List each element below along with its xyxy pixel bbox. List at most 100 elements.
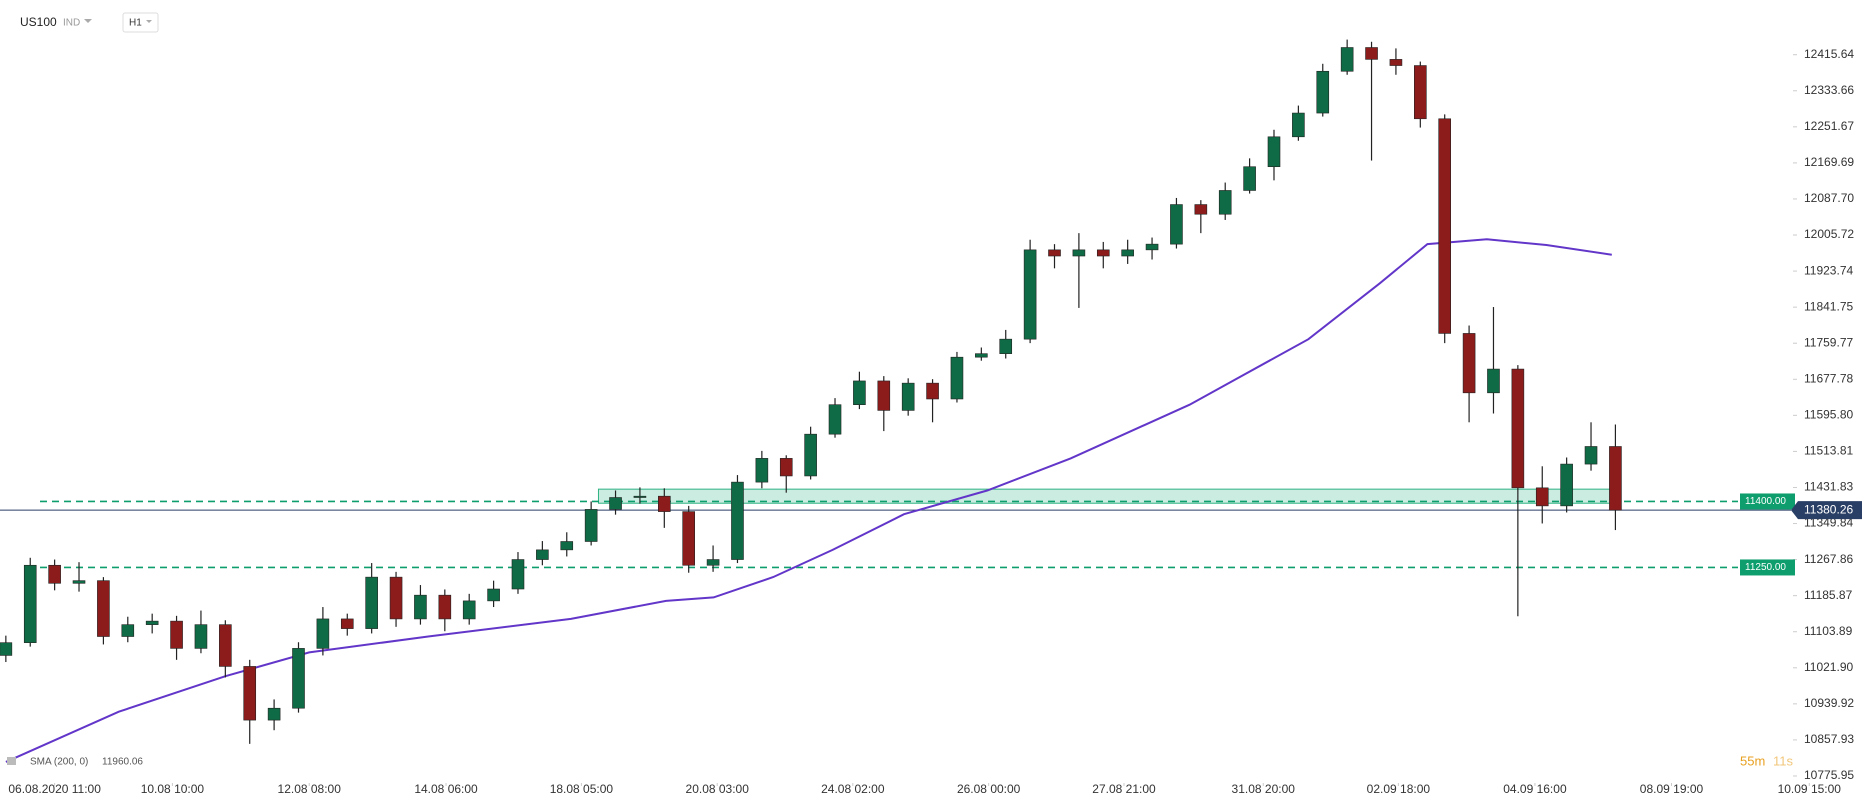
candle-body: [0, 642, 13, 656]
candle-body: [97, 580, 110, 637]
y-tick-label: 12251.67: [1804, 119, 1854, 133]
x-tick-label: 12.08 08:00: [278, 782, 342, 796]
candle-body: [1170, 204, 1183, 245]
candle-body: [1511, 368, 1525, 489]
y-tick-label: 10939.92: [1804, 696, 1854, 710]
candle-body: [1535, 487, 1549, 507]
candle-body: [1267, 136, 1281, 168]
candle-body: [633, 495, 647, 498]
x-tick-label: 10.09 15:00: [1778, 782, 1842, 796]
candle-body: [609, 497, 622, 510]
y-tick-label: 11021.90: [1804, 660, 1853, 674]
candle-body: [804, 433, 817, 477]
candle-body: [1048, 249, 1061, 257]
candle-body: [1194, 204, 1208, 215]
candle-body: [999, 338, 1013, 354]
timeframe-box[interactable]: [122, 12, 159, 33]
candle-body: [779, 458, 793, 477]
y-tick-label: 12415.64: [1804, 47, 1854, 61]
dropdown-arrow[interactable]: [84, 19, 92, 23]
plot-area: [0, 39, 1791, 763]
x-tick-label: 02.09 18:00: [1367, 782, 1431, 796]
legend-icon: [7, 757, 16, 765]
candle-body: [706, 559, 720, 566]
y-tick-label: 11841.75: [1804, 299, 1853, 313]
candle-body: [267, 707, 281, 721]
candle-body: [365, 576, 378, 629]
countdown-seconds: 11s: [1773, 753, 1793, 768]
candle-body: [901, 382, 915, 411]
y-tick-label: 12169.69: [1804, 155, 1854, 169]
candle-body: [1145, 243, 1159, 251]
y-tick-label: 12005.72: [1804, 227, 1854, 241]
candle-body: [536, 549, 549, 560]
candle-body: [1365, 47, 1378, 60]
x-tick-label: 14.08 06:00: [414, 782, 478, 796]
market: IND: [63, 18, 80, 29]
candle-body: [755, 458, 769, 483]
candle-body: [194, 624, 208, 649]
candle-body: [1389, 59, 1403, 66]
candle-body: [511, 559, 525, 590]
countdown-minutes: 55m: [1740, 753, 1765, 768]
candle-body: [1072, 249, 1086, 257]
candle-body: [1462, 333, 1476, 394]
x-tick-label: 27.08 21:00: [1092, 782, 1156, 796]
candle-body: [1487, 368, 1500, 394]
candle-body: [853, 380, 866, 405]
candle-body: [1560, 463, 1573, 507]
candle-body: [316, 618, 330, 649]
x-tick-label: 20.08 03:00: [686, 782, 750, 796]
sma-line: [5, 238, 1612, 763]
y-tick-label: 12333.66: [1804, 83, 1854, 97]
candle-body: [682, 511, 695, 566]
level-badge: [1740, 493, 1795, 510]
y-tick-label: 11923.74: [1804, 263, 1853, 277]
y-tick-label: 11431.83: [1804, 480, 1853, 494]
candle-body: [243, 666, 257, 721]
candle-body: [1438, 118, 1452, 334]
candle-body: [487, 588, 500, 602]
y-tick-label: 11677.78: [1804, 371, 1853, 385]
candle-body: [1414, 65, 1427, 120]
level-badge: [1740, 559, 1795, 576]
candle-body: [292, 648, 305, 709]
candle-body: [219, 624, 232, 667]
y-tick-label: 11759.77: [1804, 335, 1853, 349]
y-tick-label: 10775.95: [1804, 768, 1854, 782]
price-badge: [1791, 501, 1862, 520]
candle-body: [584, 509, 598, 542]
candle-body: [23, 564, 37, 643]
x-tick-label: 06.08.2020 11:00: [8, 782, 101, 796]
candle-body: [926, 382, 939, 400]
dropdown-arrow[interactable]: [146, 20, 152, 23]
candle-body: [414, 594, 427, 620]
candle-body: [1316, 70, 1330, 114]
y-tick-label: 11513.81: [1804, 444, 1853, 458]
timeframe[interactable]: H1: [129, 18, 142, 29]
x-tick-label: 31.08 20:00: [1232, 782, 1296, 796]
level-label: 11250.00: [1745, 562, 1786, 573]
candle-body: [1096, 249, 1110, 257]
candle-body: [170, 620, 183, 649]
y-tick-label: 11185.87: [1804, 588, 1853, 602]
x-tick-label: 10.08 10:00: [141, 782, 205, 796]
candle-body: [731, 481, 744, 560]
candle-body: [1609, 446, 1622, 511]
y-tick-label: 11267.86: [1804, 552, 1853, 566]
x-tick-label: 26.08 00:00: [957, 782, 1021, 796]
price-label: 11380.26: [1804, 502, 1853, 516]
candle-body: [658, 495, 671, 512]
candle-body: [48, 564, 61, 584]
candle-body: [462, 600, 476, 620]
y-tick-label: 11103.89: [1804, 624, 1853, 638]
candle-body: [560, 541, 574, 551]
symbol[interactable]: US100: [20, 15, 57, 29]
sma-legend-value: 11960.06: [102, 757, 143, 768]
x-tick-label: 18.08 05:00: [550, 782, 614, 796]
candle-body: [828, 404, 842, 435]
candle-body: [121, 624, 135, 637]
level-label: 11400.00: [1745, 496, 1786, 507]
